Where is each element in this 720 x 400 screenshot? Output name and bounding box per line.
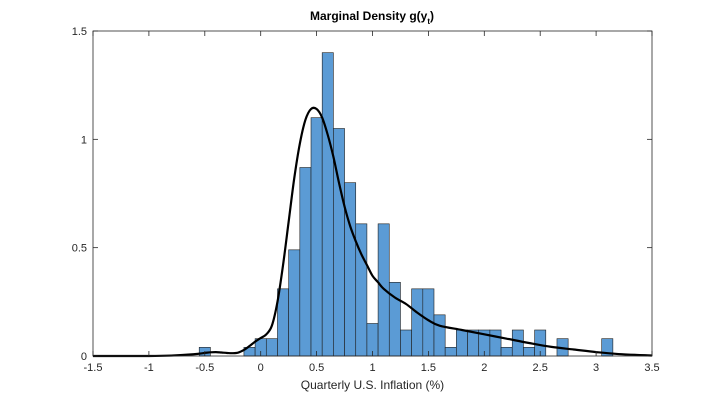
x-tick-label: -1.5 — [84, 362, 103, 374]
y-tick-label: 0 — [81, 351, 87, 363]
histogram-bar — [444, 347, 457, 357]
x-tick-label: -0.5 — [195, 362, 214, 374]
x-tick-label: 1.5 — [421, 362, 436, 374]
histogram-bar — [411, 288, 424, 357]
x-tick-label: 2.5 — [533, 362, 548, 374]
x-tick-label: 3 — [593, 362, 599, 374]
x-axis-title: Quarterly U.S. Inflation (%) — [301, 378, 444, 392]
histogram-bar — [277, 288, 289, 357]
axis-ticks: -1.5 -1 -0.5 0 0.5 1 1.5 2 2.5 3 3.5 0 0.5 1 1.5 — [72, 26, 660, 374]
y-tick-label: 1 — [81, 134, 87, 146]
histogram-bar — [288, 249, 301, 357]
x-tick-label: 0 — [258, 362, 264, 374]
density-curve-layer — [92, 106, 653, 358]
histogram-bar — [523, 347, 535, 357]
chart-title: Marginal Density g(yt) — [310, 9, 434, 26]
histogram-bar — [433, 314, 446, 357]
histogram-bar — [489, 329, 502, 357]
x-tick-label: 1 — [369, 362, 375, 374]
x-tick-label: 3.5 — [644, 362, 659, 374]
x-tick-label: 2 — [481, 362, 487, 374]
histogram-bar — [500, 347, 513, 357]
histogram-bars — [198, 52, 614, 357]
histogram-bar — [310, 117, 323, 357]
x-tick-label: -1 — [144, 362, 154, 374]
histogram-bar — [321, 52, 334, 357]
histogram-bar — [456, 329, 468, 357]
histogram-bar — [400, 329, 412, 357]
histogram-bar — [511, 329, 524, 357]
plot-area-frame — [92, 30, 653, 357]
y-tick-label: 0.5 — [72, 243, 87, 255]
y-tick-label: 1.5 — [72, 26, 87, 38]
density-curve — [92, 106, 653, 358]
histogram-bar — [265, 338, 278, 357]
histogram-bar — [299, 167, 312, 357]
x-tick-label: 0.5 — [309, 362, 324, 374]
